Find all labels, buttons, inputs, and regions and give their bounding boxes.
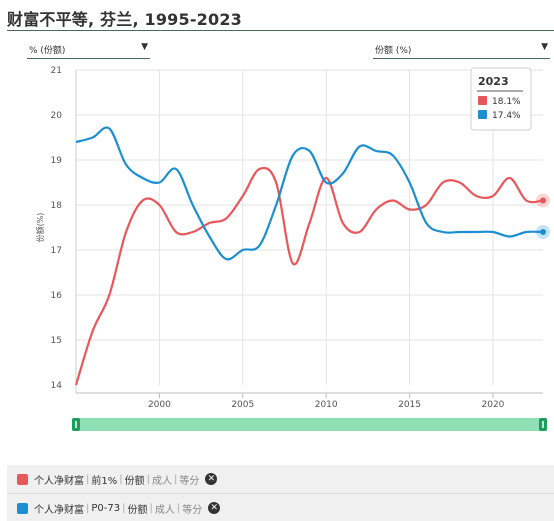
x-tick-label: 2005 — [231, 400, 254, 410]
axis-dropdown-label: 份额 (%) — [375, 46, 412, 56]
legend-text-3: 份额 — [127, 504, 148, 516]
x-tick-label: 2000 — [148, 400, 171, 410]
legend-muted-1: 成人 — [152, 475, 172, 487]
y-tick-label: 18 — [51, 201, 63, 211]
x-tick-label: 2015 — [398, 400, 421, 410]
y-tick-label: 21 — [51, 66, 62, 76]
legend-text-1: 个人净财富 — [34, 504, 84, 516]
legend-muted-2: 等分 — [182, 504, 203, 516]
legend-item-top1[interactable]: 个人净财富 | 前1% | 份额 | 成人 | 等分 ✕ — [17, 469, 218, 489]
unit-dropdown[interactable]: % (份额) ▼ — [27, 42, 150, 59]
y-tick-label: 14 — [51, 381, 63, 391]
legend-text-2: 前1% — [91, 475, 118, 487]
x-tick-label: 2020 — [482, 400, 505, 410]
title-underline — [7, 30, 554, 31]
legend-text-2: P0-73 — [91, 502, 121, 514]
legend-swatch — [17, 473, 28, 485]
legend-swatch — [17, 502, 28, 514]
chevron-down-icon: ▼ — [541, 42, 548, 52]
tooltip-swatch — [478, 96, 487, 105]
remove-series-icon[interactable]: ✕ — [205, 473, 218, 485]
page-title: 财富不平等, 芬兰, 1995-2023 — [7, 10, 243, 29]
legend-panel: 个人净财富 | 前1% | 份额 | 成人 | 等分 ✕ 个人净财富 | P0-… — [7, 465, 554, 521]
chevron-down-icon: ▼ — [141, 42, 148, 52]
series-line-1[interactable] — [74, 166, 544, 386]
series-endpoint[interactable] — [540, 197, 546, 204]
tooltip-year: 2023 — [478, 75, 509, 88]
unit-dropdown-label: % (份额) — [29, 46, 66, 56]
series-line-2[interactable] — [75, 126, 544, 261]
x-tick-label: 2010 — [315, 400, 338, 410]
legend-text-3: 份额 — [124, 475, 145, 487]
tooltip-swatch — [478, 110, 487, 119]
y-axis-title: 份额(%) — [35, 213, 45, 243]
remove-series-icon[interactable]: ✕ — [208, 502, 221, 514]
range-slider-track[interactable] — [76, 418, 543, 431]
legend-divider — [7, 493, 554, 494]
legend-item-p073[interactable]: 个人净财富 | P0-73 | 份额 | 成人 | 等分 ✕ — [17, 498, 221, 518]
axis-dropdown[interactable]: 份额 (%) ▼ — [373, 42, 550, 59]
y-tick-label: 20 — [51, 111, 63, 121]
line-chart[interactable]: 14 15 16 17 18 19 20 21 2000 2005 2010 2015 2020 份额(%… — [0, 60, 554, 440]
tooltip-value: 17.4% — [492, 111, 521, 121]
tooltip-value: 18.1% — [492, 97, 521, 107]
y-tick-label: 17 — [51, 246, 62, 256]
y-tick-label: 16 — [51, 291, 63, 301]
legend-text-1: 个人净财富 — [34, 475, 84, 487]
legend-muted-2: 等分 — [179, 475, 200, 487]
y-tick-label: 19 — [51, 156, 63, 166]
series-endpoint[interactable] — [540, 229, 546, 235]
y-tick-label: 15 — [51, 336, 62, 346]
legend-muted-1: 成人 — [154, 504, 175, 516]
